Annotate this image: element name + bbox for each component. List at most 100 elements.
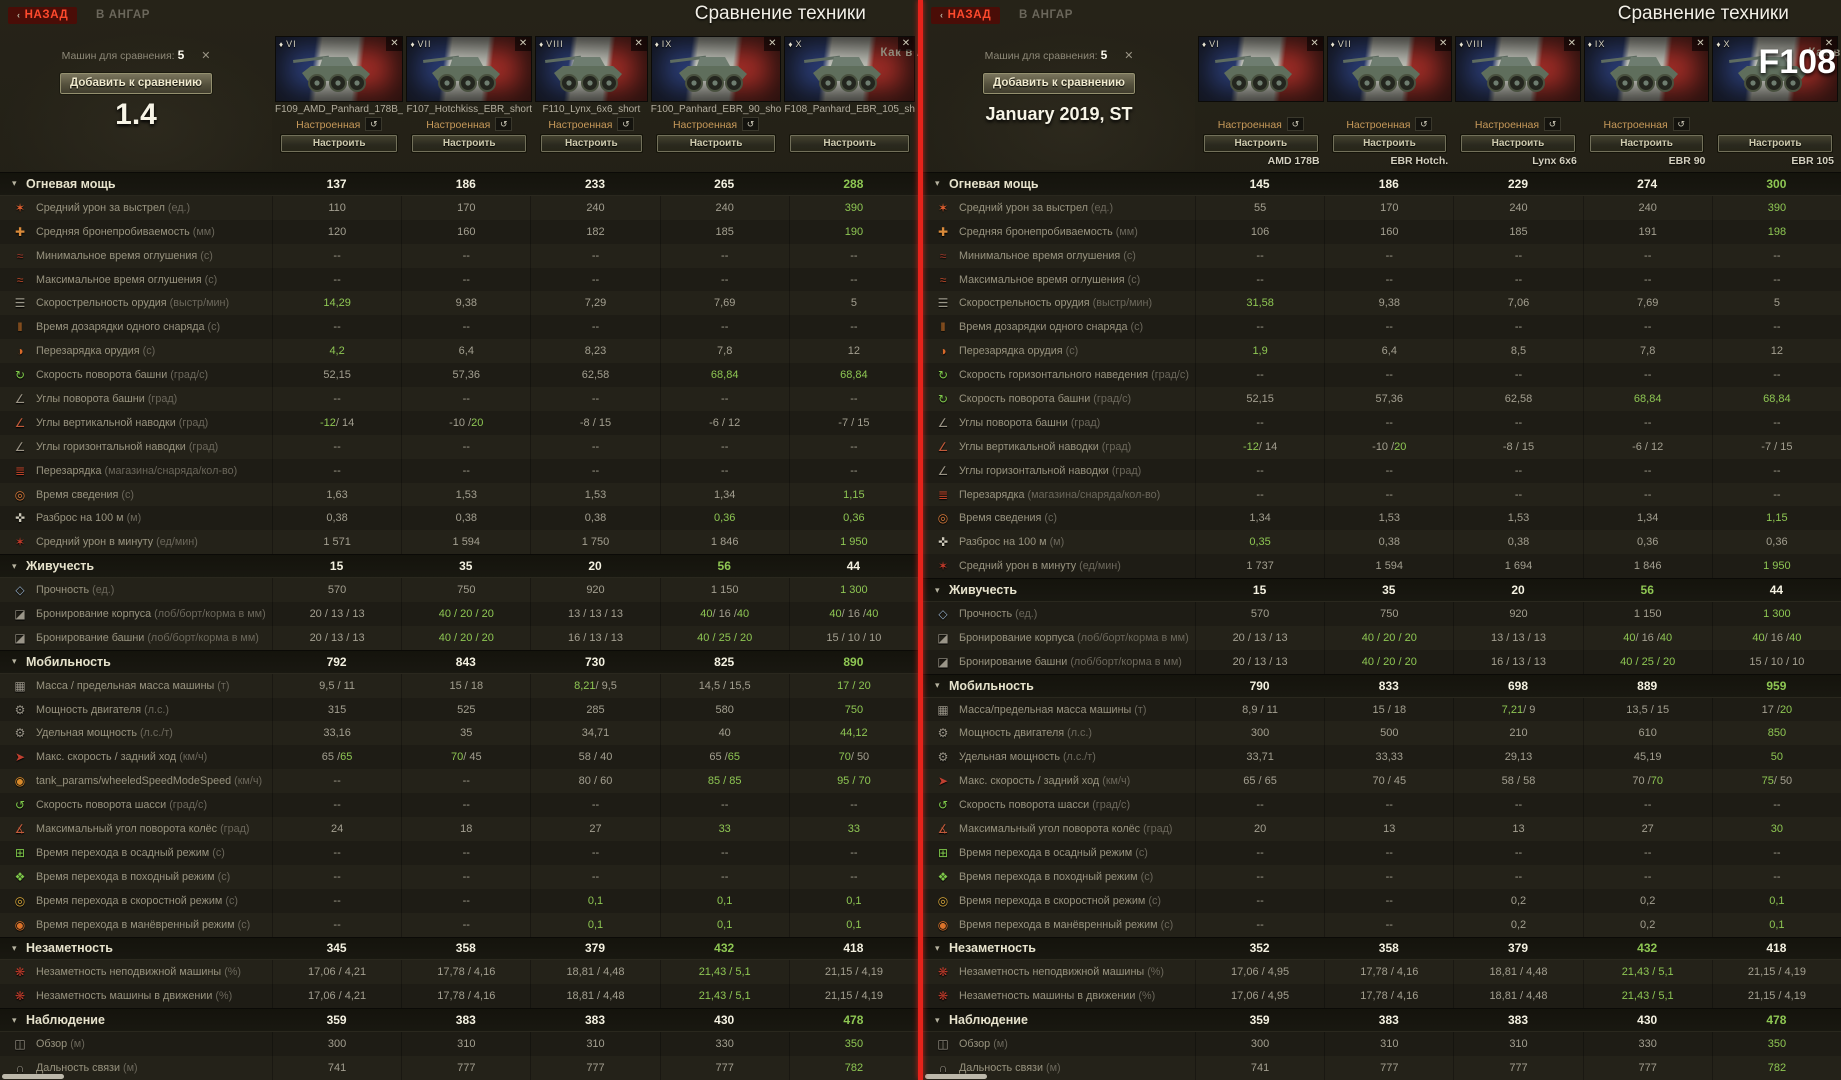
vehicle-card[interactable]: ♦ VIII ✕ F110_Lynx_6x6_short Настроенная ↺ Нас… — [535, 36, 648, 168]
stat-value: -- — [1582, 267, 1712, 292]
section-row[interactable]: ▾ Огневая мощь 145 186 229 274 300 — [923, 172, 1841, 196]
section-row[interactable]: ▾ Живучесть 15 35 20 56 44 — [0, 554, 918, 579]
remove-vehicle-button[interactable]: ✕ — [1435, 37, 1452, 51]
configure-button[interactable]: Настроить — [1203, 134, 1319, 153]
section-row[interactable]: ▾ Наблюдение 359 383 383 430 478 — [0, 1008, 918, 1033]
vehicle-card[interactable]: ♦ IX ✕ EBR 90 Настроенная ↺ Настроить — [1583, 36, 1710, 168]
stat-value: 0,2 — [1453, 888, 1582, 913]
configure-button[interactable]: Настроить — [1331, 134, 1448, 153]
remove-vehicle-button[interactable]: ✕ — [1820, 37, 1837, 51]
collapse-chevron-icon[interactable]: ▾ — [12, 656, 17, 667]
section-row[interactable]: ▾ Наблюдение 359 383 383 430 478 — [923, 1008, 1841, 1033]
stat-value: 0,2 — [1582, 888, 1712, 913]
configure-button[interactable]: Настроить — [789, 134, 910, 153]
stat-value: 920 — [530, 578, 659, 603]
configure-button[interactable]: Настроить — [1717, 134, 1833, 153]
stat-value: 478 — [1766, 1013, 1787, 1028]
undo-config-icon[interactable]: ↺ — [1672, 117, 1690, 131]
section-row[interactable]: ▾ Незаметность 345 358 379 432 418 — [0, 936, 918, 961]
section-row[interactable]: ▾ Незаметность 352 358 379 432 418 — [923, 936, 1841, 961]
undo-config-icon[interactable]: ↺ — [1415, 117, 1433, 131]
configure-button[interactable]: Настроить — [655, 134, 777, 153]
vehicle-card[interactable]: ♦ VIII ✕ Lynx 6x6 Настроенная ↺ Настроить — [1455, 36, 1581, 168]
stat-value: 18,81 / 4,48 — [530, 960, 659, 985]
elite-diamond-icon: ♦ — [279, 40, 285, 49]
stat-label: Средний урон за выстрел (ед.) — [959, 201, 1114, 214]
section-row[interactable]: ▾ Мобильность 790 833 698 889 959 — [923, 673, 1841, 698]
to-hangar-button[interactable]: В АНГАР — [1019, 9, 1074, 21]
undo-config-icon[interactable]: ↺ — [365, 117, 383, 131]
remove-vehicle-button[interactable]: ✕ — [630, 37, 647, 51]
configure-button[interactable]: Настроить — [411, 134, 528, 153]
back-button[interactable]: ‹ НАЗАД — [931, 7, 1001, 24]
stat-unit: (магазина/снаряда/кол-во) — [104, 464, 238, 477]
stat-value: -- — [1453, 840, 1582, 865]
power-to-weight-icon: ⚙ — [14, 726, 26, 741]
stat-label: Обзор (м) — [959, 1038, 1008, 1050]
to-hangar-button[interactable]: В АНГАР — [96, 9, 151, 21]
collapse-chevron-icon[interactable]: ▾ — [12, 560, 17, 571]
undo-config-icon[interactable]: ↺ — [1544, 117, 1562, 131]
remove-vehicle-button[interactable]: ✕ — [1306, 37, 1323, 51]
collapse-chevron-icon[interactable]: ▾ — [12, 1014, 17, 1025]
stat-label: Минимальное время оглушения (с) — [36, 249, 213, 262]
vehicle-card[interactable]: ♦X ✕F108 EBR 105 Как в Ангаре Настроить — [1712, 36, 1841, 168]
remove-vehicle-button[interactable]: ✕ — [386, 37, 403, 51]
clear-comparison-button[interactable]: ✕ — [201, 50, 211, 62]
stat-value: -- — [1195, 243, 1324, 268]
stat-value: 18,81 / 4,48 — [1453, 984, 1582, 1009]
collapse-chevron-icon[interactable]: ▾ — [935, 942, 940, 953]
stat-value: 70 / 50 — [788, 745, 918, 770]
add-to-comparison-button[interactable]: Добавить к сравнению — [59, 72, 213, 95]
add-to-comparison-button[interactable]: Добавить к сравнению — [982, 72, 1136, 95]
collapse-chevron-icon[interactable]: ▾ — [935, 680, 940, 691]
stat-unit: (магазина/снаряда/кол-во) — [1027, 488, 1161, 501]
vehicle-card[interactable]: ♦ VI ✕ F109_AMD_Panhard_178B_ Настроенная ↺ На… — [275, 36, 404, 168]
undo-config-icon[interactable]: ↺ — [1286, 117, 1304, 131]
configure-button[interactable]: Настроить — [540, 134, 643, 153]
stat-value: 0,1 — [1711, 912, 1841, 937]
configure-button[interactable]: Настроить — [1588, 134, 1705, 153]
collapse-chevron-icon[interactable]: ▾ — [935, 584, 940, 595]
remove-vehicle-button[interactable]: ✕ — [515, 37, 532, 51]
stat-label: Макс. скорость / задний ход (км/ч) — [36, 751, 208, 764]
elite-diamond-icon: ♦ — [1330, 40, 1336, 49]
section-row[interactable]: ▾ Мобильность 792 843 730 825 890 — [0, 649, 918, 674]
remove-vehicle-button[interactable]: ✕ — [898, 37, 914, 51]
collapse-chevron-icon[interactable]: ▾ — [12, 942, 17, 953]
shell-reload-icon: ‖ — [940, 320, 946, 335]
undo-config-icon[interactable]: ↺ — [617, 117, 635, 131]
stat-value: 185 — [659, 219, 789, 244]
stat-row: ∡ Максимальный угол поворота колёс (град)… — [923, 817, 1841, 841]
undo-config-icon[interactable]: ↺ — [742, 117, 760, 131]
scrollbar-thumb[interactable] — [2, 1074, 64, 1079]
stat-value: 1 846 — [1582, 554, 1712, 579]
vehicle-card[interactable]: ♦ VII ✕ EBR Hotch. Настроенная ↺ Настроить — [1326, 36, 1453, 168]
stat-value: 358 — [1378, 941, 1399, 956]
section-row[interactable]: ▾ Огневая мощь 137 186 233 265 288 — [0, 172, 918, 196]
vehicle-card[interactable]: ♦ VI ✕ AMD 178B Настроенная ↺ Настроить — [1198, 36, 1324, 168]
collapse-chevron-icon[interactable]: ▾ — [935, 1014, 940, 1025]
stat-value: 7,06 — [1453, 291, 1582, 316]
undo-config-icon[interactable]: ↺ — [495, 117, 513, 131]
stat-unit: (с) — [1135, 846, 1148, 859]
collapse-chevron-icon[interactable]: ▾ — [935, 178, 940, 189]
stat-value: 0,36 — [788, 506, 918, 531]
vehicle-card[interactable]: ♦ IX ✕ F100_Panhard_EBR_90_sho Настроенная ↺ Н… — [650, 36, 782, 168]
section-row[interactable]: ▾ Живучесть 15 35 20 56 44 — [923, 578, 1841, 603]
configure-button[interactable]: Настроить — [1460, 134, 1576, 153]
clear-comparison-button[interactable]: ✕ — [1124, 50, 1134, 62]
vehicle-card[interactable]: ♦ VII ✕ F107_Hotchkiss_EBR_short Настроенная… — [406, 36, 533, 168]
collapse-chevron-icon[interactable]: ▾ — [12, 178, 17, 189]
back-button[interactable]: ‹ НАЗАД — [8, 7, 78, 24]
remove-vehicle-button[interactable]: ✕ — [1692, 37, 1709, 51]
vehicle-card[interactable]: ♦X ✕ F108_Panhard_EBR_105_sh Как в Ангаре На… — [784, 36, 960, 168]
stat-value: 0,36 — [1711, 530, 1841, 555]
remove-vehicle-button[interactable]: ✕ — [764, 37, 781, 51]
stat-value: 186 — [455, 176, 476, 191]
configure-button[interactable]: Настроить — [279, 134, 399, 153]
scrollbar-thumb[interactable] — [925, 1074, 987, 1079]
remove-vehicle-button[interactable]: ✕ — [1563, 37, 1580, 51]
row-label: ◪ Бронирование корпуса (лоб/борт/корма в … — [0, 607, 272, 621]
stat-value: 68,84 — [1582, 387, 1712, 411]
